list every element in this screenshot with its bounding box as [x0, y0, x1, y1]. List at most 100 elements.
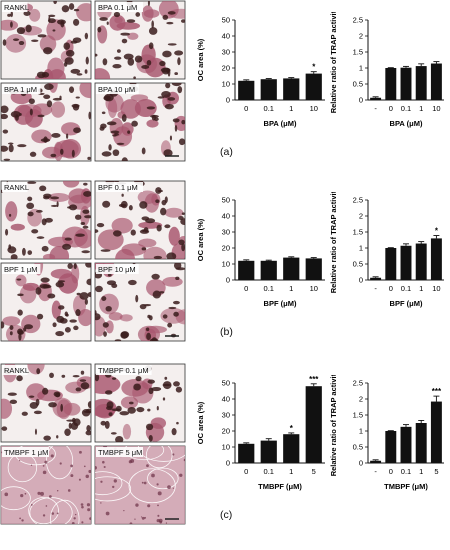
x-tick-label: 5 — [434, 467, 438, 476]
x-axis-label: BPF (μM) — [390, 299, 423, 308]
micrograph-label: BPA 10 μM — [98, 85, 135, 94]
significance-mark: * — [435, 227, 439, 236]
bar — [415, 243, 427, 280]
significance-mark: * — [312, 63, 316, 72]
y-tick-label: 0.5 — [353, 260, 363, 269]
micrograph-label: BPA 0.1 μM — [98, 3, 137, 12]
bar — [260, 440, 277, 463]
y-axis-label: OC area (%) — [196, 218, 205, 261]
x-tick-label: 1 — [289, 104, 293, 113]
x-tick-label: 0 — [244, 467, 248, 476]
x-tick-label: 0 — [244, 104, 248, 113]
bar — [400, 245, 412, 280]
y-tick-label: 50 — [222, 196, 230, 205]
bar — [400, 426, 412, 463]
y-tick-label: 20 — [222, 427, 230, 436]
bar — [283, 78, 300, 100]
x-axis-label: BPA (μM) — [390, 119, 423, 128]
y-tick-label: 2.5 — [353, 196, 363, 205]
micrograph-tile: BPA 10 μM — [94, 82, 186, 162]
y-tick-label: 2 — [359, 395, 363, 404]
y-tick-label: 2.5 — [353, 16, 363, 25]
bar — [415, 423, 427, 463]
y-tick-label: 20 — [222, 64, 230, 73]
x-tick-label: 0.1 — [264, 104, 274, 113]
y-tick-label: 0 — [359, 459, 363, 468]
x-tick-label: 0.1 — [401, 104, 411, 113]
y-axis-label: Relative ratio of TRAP activity — [329, 375, 338, 476]
bar — [238, 443, 255, 463]
x-tick-label: 0.1 — [401, 284, 411, 293]
y-tick-label: 40 — [222, 212, 230, 221]
panel-letter: (b) — [220, 326, 233, 338]
micrograph-tile: BPF 1 μM — [0, 262, 92, 342]
x-tick-label: 0.1 — [264, 467, 274, 476]
micrograph-label: RANKL — [4, 3, 29, 12]
bar — [238, 80, 255, 100]
trap-activity-chart: 0 0.5 1 1.5 2 2.5 Relative ratio of TRAP activ… — [329, 192, 444, 308]
oc-area-chart: 0 10 20 30 40 50 OC area (%) 0 0.1 1 10 * BPA (μM) — [196, 16, 325, 128]
x-axis-label: BPF (μM) — [264, 299, 297, 308]
bar — [400, 67, 412, 100]
micrograph-tile: BPF 0.1 μM — [94, 180, 186, 260]
bar — [415, 66, 427, 100]
bar — [385, 248, 397, 280]
y-tick-label: 0 — [359, 276, 363, 285]
micrograph-label: TMBPF 0.1 μM — [98, 366, 149, 375]
micrograph-tile: BPA 0.1 μM — [94, 0, 186, 80]
x-tick-label: 0 — [389, 104, 393, 113]
bar — [260, 79, 277, 100]
micrograph-label: TMBPF 1 μM — [4, 448, 48, 457]
y-tick-label: 2 — [359, 32, 363, 41]
y-tick-label: 40 — [222, 395, 230, 404]
x-tick-label: 10 — [310, 104, 318, 113]
y-tick-label: 1 — [359, 64, 363, 73]
x-tick-label: 0.1 — [264, 284, 274, 293]
bar — [305, 258, 322, 280]
y-axis-label: OC area (%) — [196, 401, 205, 444]
bar — [385, 68, 397, 100]
bar — [385, 431, 397, 463]
x-tick-label: - — [374, 467, 377, 476]
x-tick-label: 0 — [389, 467, 393, 476]
bar — [283, 257, 300, 280]
y-tick-label: 0 — [226, 276, 230, 285]
bar — [430, 63, 442, 100]
trap-activity-chart: 0 0.5 1 1.5 2 2.5 Relative ratio of TRAP activ… — [329, 12, 444, 128]
oc-area-chart: 0 10 20 30 40 50 OC area (%) 0 0.1 1 10 BPF (μM) — [196, 196, 325, 308]
trap-activity-chart: 0 0.5 1 1.5 2 2.5 Relative ratio of TRAP activ… — [329, 375, 444, 491]
micrograph-tile: TMBPF 5 μM — [94, 445, 186, 525]
y-tick-label: 10 — [222, 443, 230, 452]
y-tick-label: 0.5 — [353, 443, 363, 452]
x-tick-label: 10 — [432, 104, 440, 113]
y-tick-label: 0 — [359, 96, 363, 105]
bar — [260, 260, 277, 280]
y-tick-label: 30 — [222, 411, 230, 420]
y-tick-label: 40 — [222, 32, 230, 41]
micrograph-tile: RANKL — [0, 363, 92, 443]
micrograph-grid: RANKL TMBPF 0.1 μM TMBPF 1 μM TMBPF 5 μM — [0, 363, 186, 530]
y-tick-label: 1.5 — [353, 48, 363, 57]
oc-area-chart: 0 10 20 30 40 50 OC area (%) 0 0.1 1 * 5 *** TMBPF (μ… — [196, 375, 325, 491]
x-tick-label: 1 — [289, 284, 293, 293]
micrograph-label: BPF 10 μM — [98, 265, 136, 274]
significance-mark: *** — [432, 387, 442, 396]
x-tick-label: - — [374, 104, 377, 113]
x-tick-label: 0 — [244, 284, 248, 293]
x-tick-label: 1 — [419, 104, 423, 113]
x-tick-label: - — [374, 284, 377, 293]
bar — [305, 386, 322, 463]
x-axis-label: BPA (μM) — [264, 119, 297, 128]
x-tick-label: 10 — [310, 284, 318, 293]
micrograph-tile: BPA 1 μM — [0, 82, 92, 162]
y-tick-label: 2 — [359, 212, 363, 221]
x-tick-label: 0.1 — [401, 467, 411, 476]
y-tick-label: 50 — [222, 379, 230, 388]
micrograph-label: RANKL — [4, 366, 29, 375]
y-tick-label: 0.5 — [353, 80, 363, 89]
panel-letter: (c) — [220, 509, 233, 521]
micrograph-tile: RANKL — [0, 0, 92, 80]
y-axis-label: Relative ratio of TRAP activity — [329, 12, 338, 113]
significance-mark: *** — [309, 375, 319, 384]
y-axis-label: Relative ratio of TRAP activity — [329, 192, 338, 293]
